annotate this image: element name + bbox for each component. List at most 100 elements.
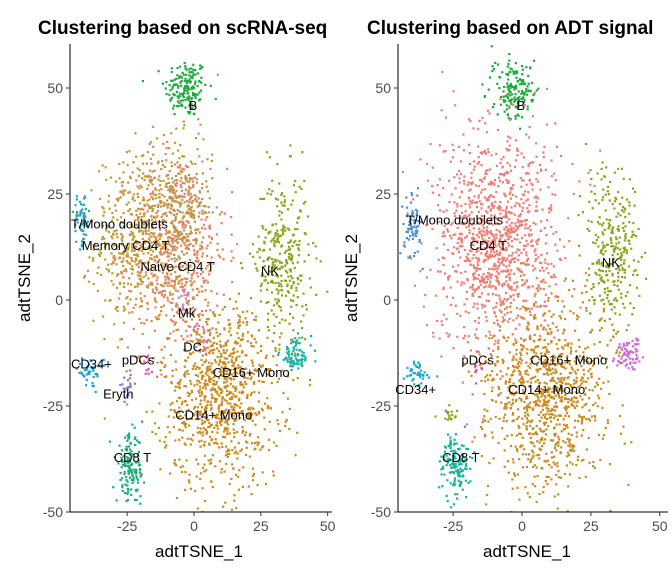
data-point xyxy=(599,458,602,461)
data-point xyxy=(523,99,526,102)
data-point xyxy=(624,364,627,367)
data-point xyxy=(495,233,498,236)
data-point xyxy=(204,279,208,282)
data-point xyxy=(138,187,141,190)
data-point xyxy=(542,328,545,331)
data-point xyxy=(481,180,484,183)
data-point xyxy=(475,201,478,204)
data-point xyxy=(122,193,125,196)
data-point xyxy=(612,360,615,363)
data-point xyxy=(197,118,200,121)
data-point xyxy=(174,321,178,324)
data-point xyxy=(228,354,231,357)
data-point xyxy=(181,240,184,243)
data-point xyxy=(146,302,149,305)
data-point xyxy=(521,90,524,93)
data-point xyxy=(136,255,139,258)
data-point xyxy=(555,449,558,452)
data-point xyxy=(483,393,486,396)
data-point xyxy=(298,185,301,188)
data-point xyxy=(128,476,132,479)
data-point xyxy=(475,234,478,237)
data-point xyxy=(165,81,168,84)
data-point xyxy=(585,380,588,383)
data-point xyxy=(625,329,628,332)
data-point xyxy=(476,240,479,243)
data-point xyxy=(237,324,240,327)
data-point xyxy=(146,203,149,206)
data-point xyxy=(128,432,131,435)
data-point xyxy=(143,203,146,206)
data-point xyxy=(470,201,473,205)
data-point xyxy=(308,277,311,280)
data-point xyxy=(198,99,201,102)
data-point xyxy=(512,72,515,75)
data-point xyxy=(215,390,218,394)
data-point xyxy=(493,311,496,314)
data-point xyxy=(479,218,482,221)
data-point xyxy=(178,235,181,238)
data-point xyxy=(245,446,248,449)
data-point xyxy=(212,311,215,314)
data-point xyxy=(463,182,466,185)
data-point xyxy=(151,410,154,413)
data-point xyxy=(163,212,167,215)
data-point xyxy=(182,223,185,226)
data-point xyxy=(135,209,138,212)
data-point xyxy=(148,206,152,209)
data-point xyxy=(489,219,492,222)
data-point xyxy=(214,398,217,401)
data-point xyxy=(505,275,508,278)
data-point xyxy=(200,226,204,230)
data-point xyxy=(610,263,613,266)
data-point xyxy=(560,398,563,401)
data-point xyxy=(297,282,300,285)
data-point xyxy=(161,221,164,224)
data-point xyxy=(194,489,197,493)
data-point xyxy=(143,175,147,178)
data-point xyxy=(489,181,492,184)
data-point xyxy=(225,408,228,411)
data-point xyxy=(239,450,242,453)
data-point xyxy=(149,247,152,250)
data-point xyxy=(78,371,81,374)
data-point xyxy=(602,188,605,191)
data-point xyxy=(523,262,526,265)
data-point xyxy=(580,365,583,368)
data-point xyxy=(463,248,466,252)
data-point xyxy=(263,197,266,200)
data-point xyxy=(203,281,206,284)
data-point xyxy=(539,287,542,290)
data-point xyxy=(198,391,201,394)
data-point xyxy=(199,339,202,342)
data-point xyxy=(120,240,124,243)
data-point xyxy=(491,246,494,249)
data-point xyxy=(158,244,161,247)
data-point xyxy=(189,186,192,189)
data-point xyxy=(484,258,487,262)
data-point xyxy=(173,247,176,250)
data-point xyxy=(487,278,490,281)
data-point xyxy=(516,218,519,221)
data-point xyxy=(190,86,193,89)
data-point xyxy=(216,347,219,350)
data-point xyxy=(627,355,630,358)
data-point xyxy=(181,308,184,311)
data-point xyxy=(187,372,190,375)
data-point xyxy=(238,318,241,322)
data-point xyxy=(188,177,192,180)
data-point xyxy=(131,247,134,250)
data-point xyxy=(175,197,178,200)
data-point xyxy=(145,232,148,235)
data-point xyxy=(527,136,531,139)
data-point xyxy=(280,279,283,283)
data-point xyxy=(201,354,204,357)
data-point xyxy=(291,254,294,258)
data-point xyxy=(504,292,508,295)
data-point xyxy=(511,245,514,248)
data-point xyxy=(514,93,517,96)
data-point xyxy=(510,211,513,215)
data-point xyxy=(613,283,616,286)
data-point xyxy=(481,224,484,227)
data-point xyxy=(531,449,534,452)
